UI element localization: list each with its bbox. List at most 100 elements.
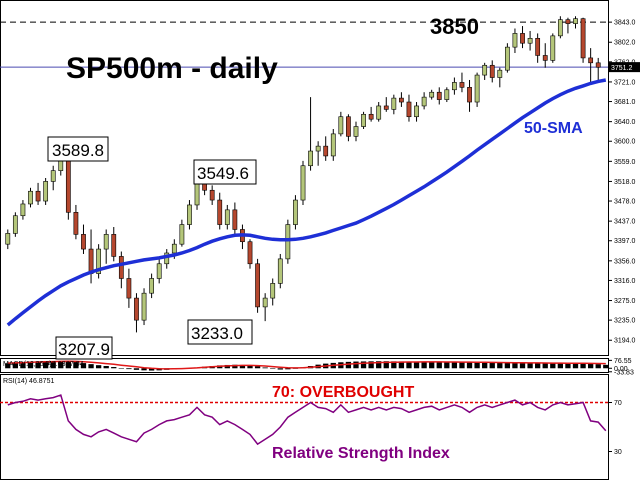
candle — [300, 160, 306, 205]
candle-body — [346, 116, 351, 137]
candle — [315, 141, 321, 166]
candle-body — [429, 91, 435, 98]
candle — [149, 273, 154, 299]
macd-panel-frame — [0, 358, 609, 373]
candle — [5, 229, 11, 250]
macd-bar — [489, 362, 495, 369]
candle — [277, 253, 283, 289]
candle-body — [376, 105, 382, 120]
candle — [361, 111, 366, 129]
candle-body — [277, 258, 283, 284]
candle-body — [5, 233, 11, 245]
candle — [35, 182, 41, 205]
current-price-box — [609, 62, 640, 73]
candle — [262, 293, 268, 322]
macd-bar — [42, 361, 49, 369]
candle-body — [35, 190, 41, 202]
candle-body — [232, 209, 238, 230]
candle-body — [262, 297, 268, 308]
candle-body — [315, 145, 321, 152]
price-tick-label: 3721.0 — [614, 79, 636, 86]
candle — [103, 229, 109, 264]
candle — [217, 192, 223, 230]
candle — [467, 79, 472, 112]
macd-bar — [133, 368, 140, 370]
price-tick-label: 3316.0 — [614, 278, 636, 285]
candle — [346, 114, 351, 142]
price-tick-label: 3681.0 — [614, 99, 636, 106]
price-tick-label: 3478.0 — [614, 199, 636, 206]
candle — [187, 200, 192, 230]
macd-bar — [65, 361, 71, 369]
candle-body — [156, 263, 162, 279]
candle-body — [421, 96, 427, 107]
macd-bar — [542, 363, 548, 369]
candle — [240, 224, 245, 250]
candle-body — [512, 33, 518, 48]
macd-bar — [141, 368, 147, 371]
macd-name-label: MACD(12,26,9) — [3, 361, 52, 368]
candle-body — [557, 19, 563, 37]
macd-bar — [459, 362, 465, 369]
low-label-3207-text: 3207.9 — [58, 340, 110, 359]
candle — [368, 106, 374, 122]
macd-bar — [111, 367, 117, 369]
high-label-3549-text: 3549.6 — [197, 164, 249, 183]
candle — [293, 195, 298, 230]
macd-bar — [353, 361, 359, 369]
macd-bar — [436, 361, 442, 369]
macd-tick-label: 76.55 — [614, 358, 632, 365]
macd-bar — [587, 363, 594, 369]
candle-body — [118, 256, 124, 279]
candle — [414, 102, 419, 122]
macd-tick-label: 0.00 — [614, 366, 628, 373]
candle-body — [527, 38, 533, 44]
price-tick-label: 3640.0 — [614, 119, 636, 126]
macd-bar — [50, 361, 56, 369]
sma50-line — [6, 78, 607, 327]
macd-bar — [557, 363, 564, 369]
candle — [209, 185, 215, 205]
macd-axis: 76.550.00-33.83 — [608, 358, 634, 376]
macd-bar — [345, 361, 352, 369]
candle-body — [141, 292, 147, 321]
candle — [126, 268, 132, 308]
candle — [421, 92, 427, 110]
sma50-label: 50-SMA — [524, 120, 583, 137]
high-label-3589: 3589.8 — [47, 136, 109, 162]
candle — [406, 94, 412, 122]
candle-body — [353, 126, 359, 137]
candle-body — [96, 248, 102, 274]
macd-bar — [451, 362, 458, 369]
candle-body — [383, 105, 389, 110]
candle-body — [247, 241, 253, 265]
candle-body — [209, 189, 215, 201]
candle-body — [255, 263, 260, 308]
candle-body — [474, 74, 480, 103]
macd-tick-label: -33.83 — [614, 369, 634, 376]
candle — [588, 48, 594, 85]
high-label-3549: 3549.6 — [193, 159, 257, 185]
candle — [247, 239, 253, 269]
candle — [164, 249, 170, 269]
macd-bar — [103, 366, 109, 369]
macd-bar — [595, 364, 601, 369]
macd-value-1: 47.63 — [48, 361, 66, 368]
macd-bar — [466, 362, 473, 369]
candle-body — [270, 283, 276, 299]
candle — [429, 89, 435, 100]
candle — [550, 33, 556, 63]
candle-body — [149, 278, 154, 294]
candle — [489, 60, 495, 83]
candle — [323, 136, 329, 161]
candle — [88, 229, 94, 284]
candle — [482, 62, 488, 80]
candle-body — [43, 181, 49, 202]
rsi-axis: 70 30 — [608, 400, 622, 456]
candle-body — [565, 19, 571, 24]
candle — [28, 187, 33, 208]
candle-body — [580, 18, 586, 59]
candle — [573, 16, 578, 29]
macd-bar — [383, 361, 389, 369]
